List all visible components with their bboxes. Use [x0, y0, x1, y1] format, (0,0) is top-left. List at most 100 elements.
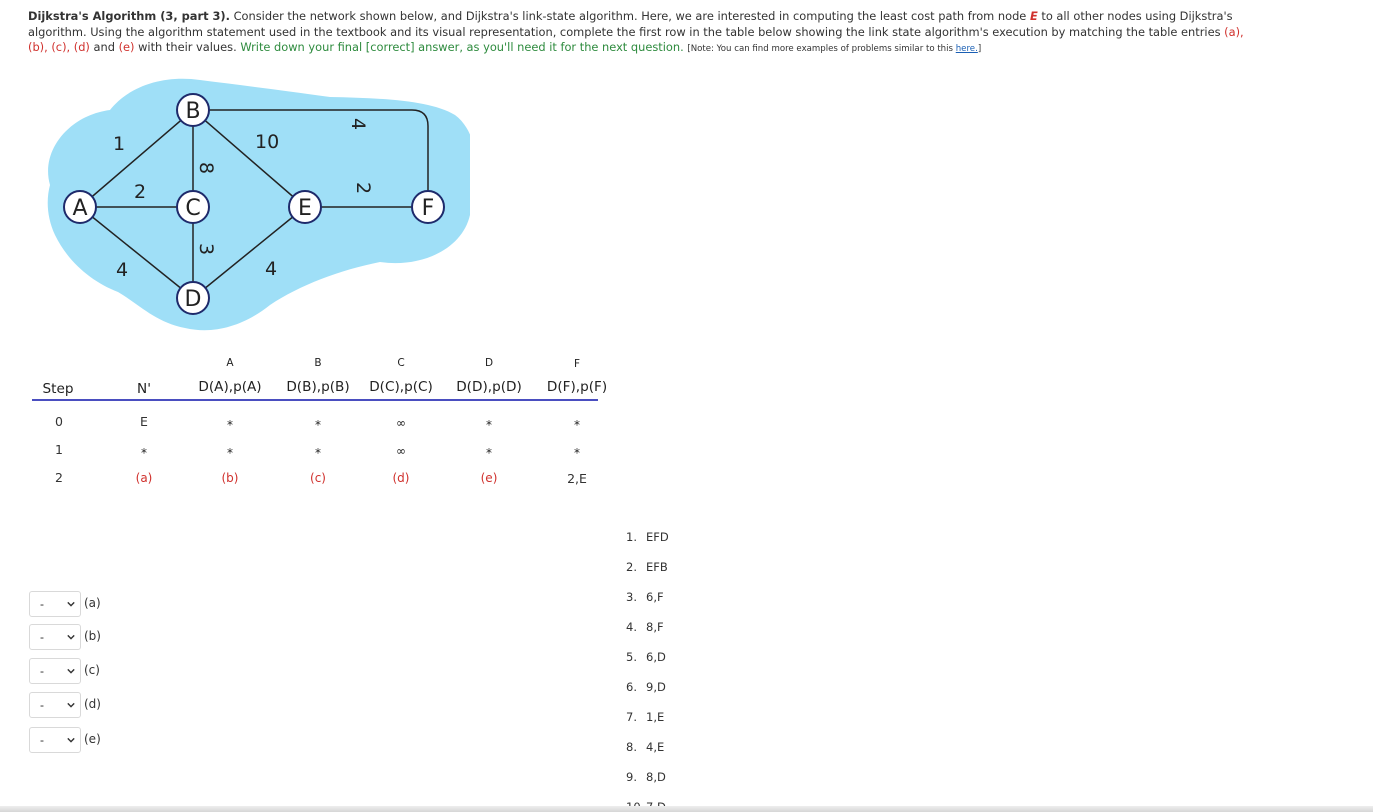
- edge-b-e: [192, 109, 306, 208]
- row0-da: *: [227, 418, 233, 432]
- list-item: 9. 8,D: [626, 770, 666, 784]
- and-word: and: [93, 40, 115, 54]
- horizontal-scrollbar[interactable]: [0, 806, 1373, 812]
- chevron-down-icon: [67, 702, 75, 708]
- edge-label-b-f: 4: [347, 118, 369, 130]
- note-text: [Note: You can find more examples of pro…: [687, 44, 982, 54]
- edge-label-b-e: 10: [255, 131, 279, 153]
- header-df: D(F),p(F): [546, 379, 608, 395]
- answer-label-d: (d): [84, 697, 101, 711]
- edge-label-a-c: 2: [134, 181, 146, 203]
- answer-label-e: (e): [84, 732, 101, 746]
- edge-label-c-d: 3: [195, 243, 217, 255]
- chevron-down-icon: [67, 737, 75, 743]
- answer-label-a: (a): [84, 596, 101, 610]
- answer-select-e[interactable]: -: [29, 727, 81, 753]
- answer-select-c[interactable]: -: [29, 658, 81, 684]
- list-item: 7. 1,E: [626, 710, 665, 724]
- instruction-text: Write down your final [correct] answer, …: [240, 40, 684, 54]
- header-da: D(A),p(A): [198, 379, 262, 395]
- question-title: Dijkstra's Algorithm (3, part 3).: [28, 9, 230, 23]
- header-dd: D(D),p(D): [456, 379, 522, 395]
- question-text-1: Consider the network shown below, and Di…: [233, 9, 1027, 23]
- row1-dc: ∞: [396, 444, 406, 458]
- question-text-3: with their values.: [138, 40, 237, 54]
- network-cloud: [47, 78, 470, 331]
- edge-a-b: [79, 109, 194, 208]
- question-prompt: Dijkstra's Algorithm (3, part 3). Consid…: [28, 9, 1258, 58]
- list-item: 2. EFB: [626, 560, 668, 574]
- list-item: 4. 8,F: [626, 620, 664, 634]
- chevron-down-icon: [67, 668, 75, 674]
- list-item: 6. 9,D: [626, 680, 666, 694]
- edge-label-b-c: 8: [195, 162, 217, 174]
- answer-select-b[interactable]: -: [29, 624, 81, 650]
- edge-b-f: [193, 109, 429, 207]
- list-item: 5. 6,D: [626, 650, 666, 664]
- answer-options-list: 1. EFD 2. EFB 3. 6,F 4. 8,F 5. 6,D 6. 9,D 7. 1,…: [626, 528, 669, 812]
- svg-text:A: A: [72, 196, 87, 221]
- node-f: F: [411, 190, 445, 224]
- row0-df: *: [574, 418, 580, 432]
- row2-step: 2: [55, 470, 63, 485]
- chevron-down-icon: [67, 634, 75, 640]
- svg-text:F: F: [422, 196, 435, 221]
- edge-label-d-e: 4: [265, 258, 277, 280]
- row2-dd-placeholder: (e): [480, 471, 498, 485]
- svg-text:C: C: [185, 196, 200, 221]
- row0-step: 0: [55, 414, 63, 429]
- row0-db: *: [315, 418, 321, 432]
- row1-da: *: [227, 446, 233, 460]
- top-header-c: C: [397, 357, 405, 369]
- list-item: 3. 6,F: [626, 590, 664, 604]
- header-dc: D(C),p(C): [369, 379, 433, 395]
- question-text-2: to all other nodes using Dijkstra's algo…: [28, 9, 1233, 39]
- placeholder-list: (a), (b), (c), (d): [28, 24, 1244, 55]
- edge-d-e: [192, 206, 306, 299]
- answer-label-c: (c): [84, 663, 100, 677]
- row1-df: *: [574, 446, 580, 460]
- row1-db: *: [315, 446, 321, 460]
- answer-select-a[interactable]: -: [29, 591, 81, 617]
- source-node: E: [1029, 9, 1038, 23]
- here-link[interactable]: here.: [955, 44, 978, 54]
- svg-text:D: D: [185, 287, 202, 312]
- row0-dd: *: [486, 418, 492, 432]
- svg-text:B: B: [185, 99, 200, 124]
- node-e: E: [288, 190, 322, 224]
- header-db: D(B),p(B): [286, 379, 350, 395]
- header-step: Step: [42, 381, 74, 397]
- row1-step: 1: [55, 442, 63, 457]
- top-header-a: A: [226, 357, 234, 369]
- edge-label-a-d: 4: [116, 259, 128, 281]
- node-d: D: [176, 281, 210, 315]
- edge-label-a-b: 1: [113, 133, 125, 155]
- svg-text:E: E: [298, 196, 312, 221]
- list-item: 8. 4,E: [626, 740, 665, 754]
- row1-dd: *: [486, 446, 492, 460]
- row2-da-placeholder: (b): [221, 471, 239, 485]
- header-underline: [32, 399, 598, 401]
- placeholder-e: (e): [118, 40, 135, 54]
- row0-dc: ∞: [396, 416, 406, 430]
- top-header-d: D: [484, 357, 494, 369]
- network-graph: 1 2 4 8 10 4 3 4 2 A B C D: [47, 78, 470, 331]
- header-n-prime: N': [137, 381, 151, 397]
- node-b: B: [176, 93, 210, 127]
- row2-df: 2,E: [567, 471, 587, 486]
- row2-dc-placeholder: (d): [392, 471, 410, 485]
- node-a: A: [63, 190, 97, 224]
- answer-select-d[interactable]: -: [29, 692, 81, 718]
- edge-a-d: [79, 206, 194, 299]
- node-c: C: [176, 190, 210, 224]
- edge-label-e-f: 2: [352, 182, 374, 194]
- row1-nprime: *: [141, 446, 147, 460]
- list-item: 1. EFD: [626, 530, 669, 544]
- row2-nprime-placeholder: (a): [135, 471, 153, 485]
- chevron-down-icon: [67, 601, 75, 607]
- row0-nprime: E: [140, 414, 148, 429]
- row2-db-placeholder: (c): [310, 471, 326, 485]
- top-header-f: F: [573, 358, 581, 370]
- top-header-b: B: [314, 357, 322, 369]
